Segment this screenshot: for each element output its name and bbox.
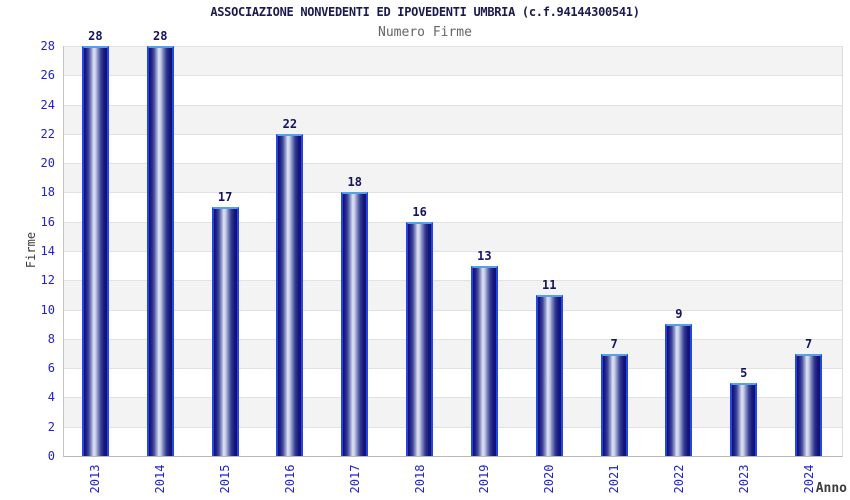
- grid-band: [64, 280, 842, 310]
- y-tick-label: 10: [40, 302, 55, 317]
- x-tick-label: 2018: [412, 464, 427, 494]
- y-tick-label: 8: [47, 331, 55, 346]
- y-tick-label: 0: [47, 449, 55, 463]
- grid-band: [64, 250, 842, 281]
- y-tick-label: 26: [40, 68, 55, 83]
- bar-2018: [406, 221, 434, 456]
- bar-2021: [600, 353, 628, 456]
- bar-value-label: 28: [153, 29, 168, 43]
- bar-value-label: 22: [282, 116, 298, 131]
- x-tick-label: 2015: [218, 464, 233, 494]
- bar-value-label: 7: [804, 336, 813, 351]
- bar-value-label: 5: [740, 365, 748, 380]
- chart-subtitle: Numero Firme: [378, 25, 472, 40]
- grid-band: [64, 163, 842, 193]
- bar-2023: [730, 382, 758, 456]
- y-tick-label: 18: [40, 185, 55, 200]
- y-tick-label: 16: [40, 214, 55, 229]
- x-tick-label: 2013: [88, 464, 103, 494]
- x-tick-label: 2021: [607, 464, 622, 494]
- grid-band: [64, 426, 842, 456]
- x-tick-label: 2024: [801, 464, 816, 494]
- bar-2014: [146, 46, 174, 456]
- bar-2013: [81, 46, 109, 456]
- grid-band: [64, 338, 842, 369]
- bar-2016: [276, 133, 304, 456]
- bar-value-label: 7: [610, 336, 618, 351]
- bar-value-label: 16: [412, 204, 427, 219]
- grid-band: [64, 75, 842, 105]
- x-tick-label: 2019: [477, 464, 492, 494]
- x-tick-label: 2022: [671, 464, 686, 494]
- bar-value-label: 28: [88, 29, 103, 43]
- x-axis-title: Anno: [815, 481, 847, 496]
- grid-band: [64, 46, 842, 76]
- y-tick-label: 4: [47, 390, 55, 405]
- chart-title: ASSOCIAZIONE NONVEDENTI ED IPOVEDENTI UM…: [210, 5, 640, 19]
- bar-value-label: 9: [675, 307, 683, 322]
- grid-band: [64, 104, 842, 134]
- x-tick-label: 2016: [282, 464, 297, 494]
- grid-band: [64, 397, 842, 427]
- x-tick-label: 2014: [153, 464, 168, 494]
- grid-band: [64, 309, 842, 339]
- grid-band: [64, 192, 842, 222]
- y-tick-label: 14: [40, 244, 55, 258]
- bar-2019: [470, 265, 498, 456]
- bar-2022: [665, 324, 693, 456]
- bar-value-label: 17: [217, 190, 233, 205]
- y-tick-label: 24: [40, 97, 55, 112]
- y-tick-label: 6: [47, 361, 55, 376]
- x-tick-label: 2020: [542, 464, 557, 494]
- bar-value-label: 11: [542, 277, 557, 292]
- x-tick-label: 2017: [347, 464, 362, 494]
- grid-band: [64, 133, 842, 164]
- plot-area: [63, 46, 843, 457]
- bar-value-label: 13: [477, 248, 492, 263]
- x-tick-label: 2023: [736, 464, 751, 494]
- bar-2020: [535, 294, 563, 456]
- bar-2015: [211, 207, 239, 456]
- y-tick-label: 12: [40, 273, 55, 288]
- grid-band: [64, 221, 842, 251]
- bar-2024: [795, 353, 823, 456]
- y-tick-label: 2: [47, 419, 55, 434]
- y-tick-label: 22: [40, 126, 55, 141]
- y-tick-label: 20: [40, 156, 55, 171]
- bar-value-label: 18: [347, 175, 362, 190]
- grid-band: [64, 368, 842, 398]
- y-tick-label: 28: [40, 39, 55, 53]
- bar-2017: [341, 192, 369, 456]
